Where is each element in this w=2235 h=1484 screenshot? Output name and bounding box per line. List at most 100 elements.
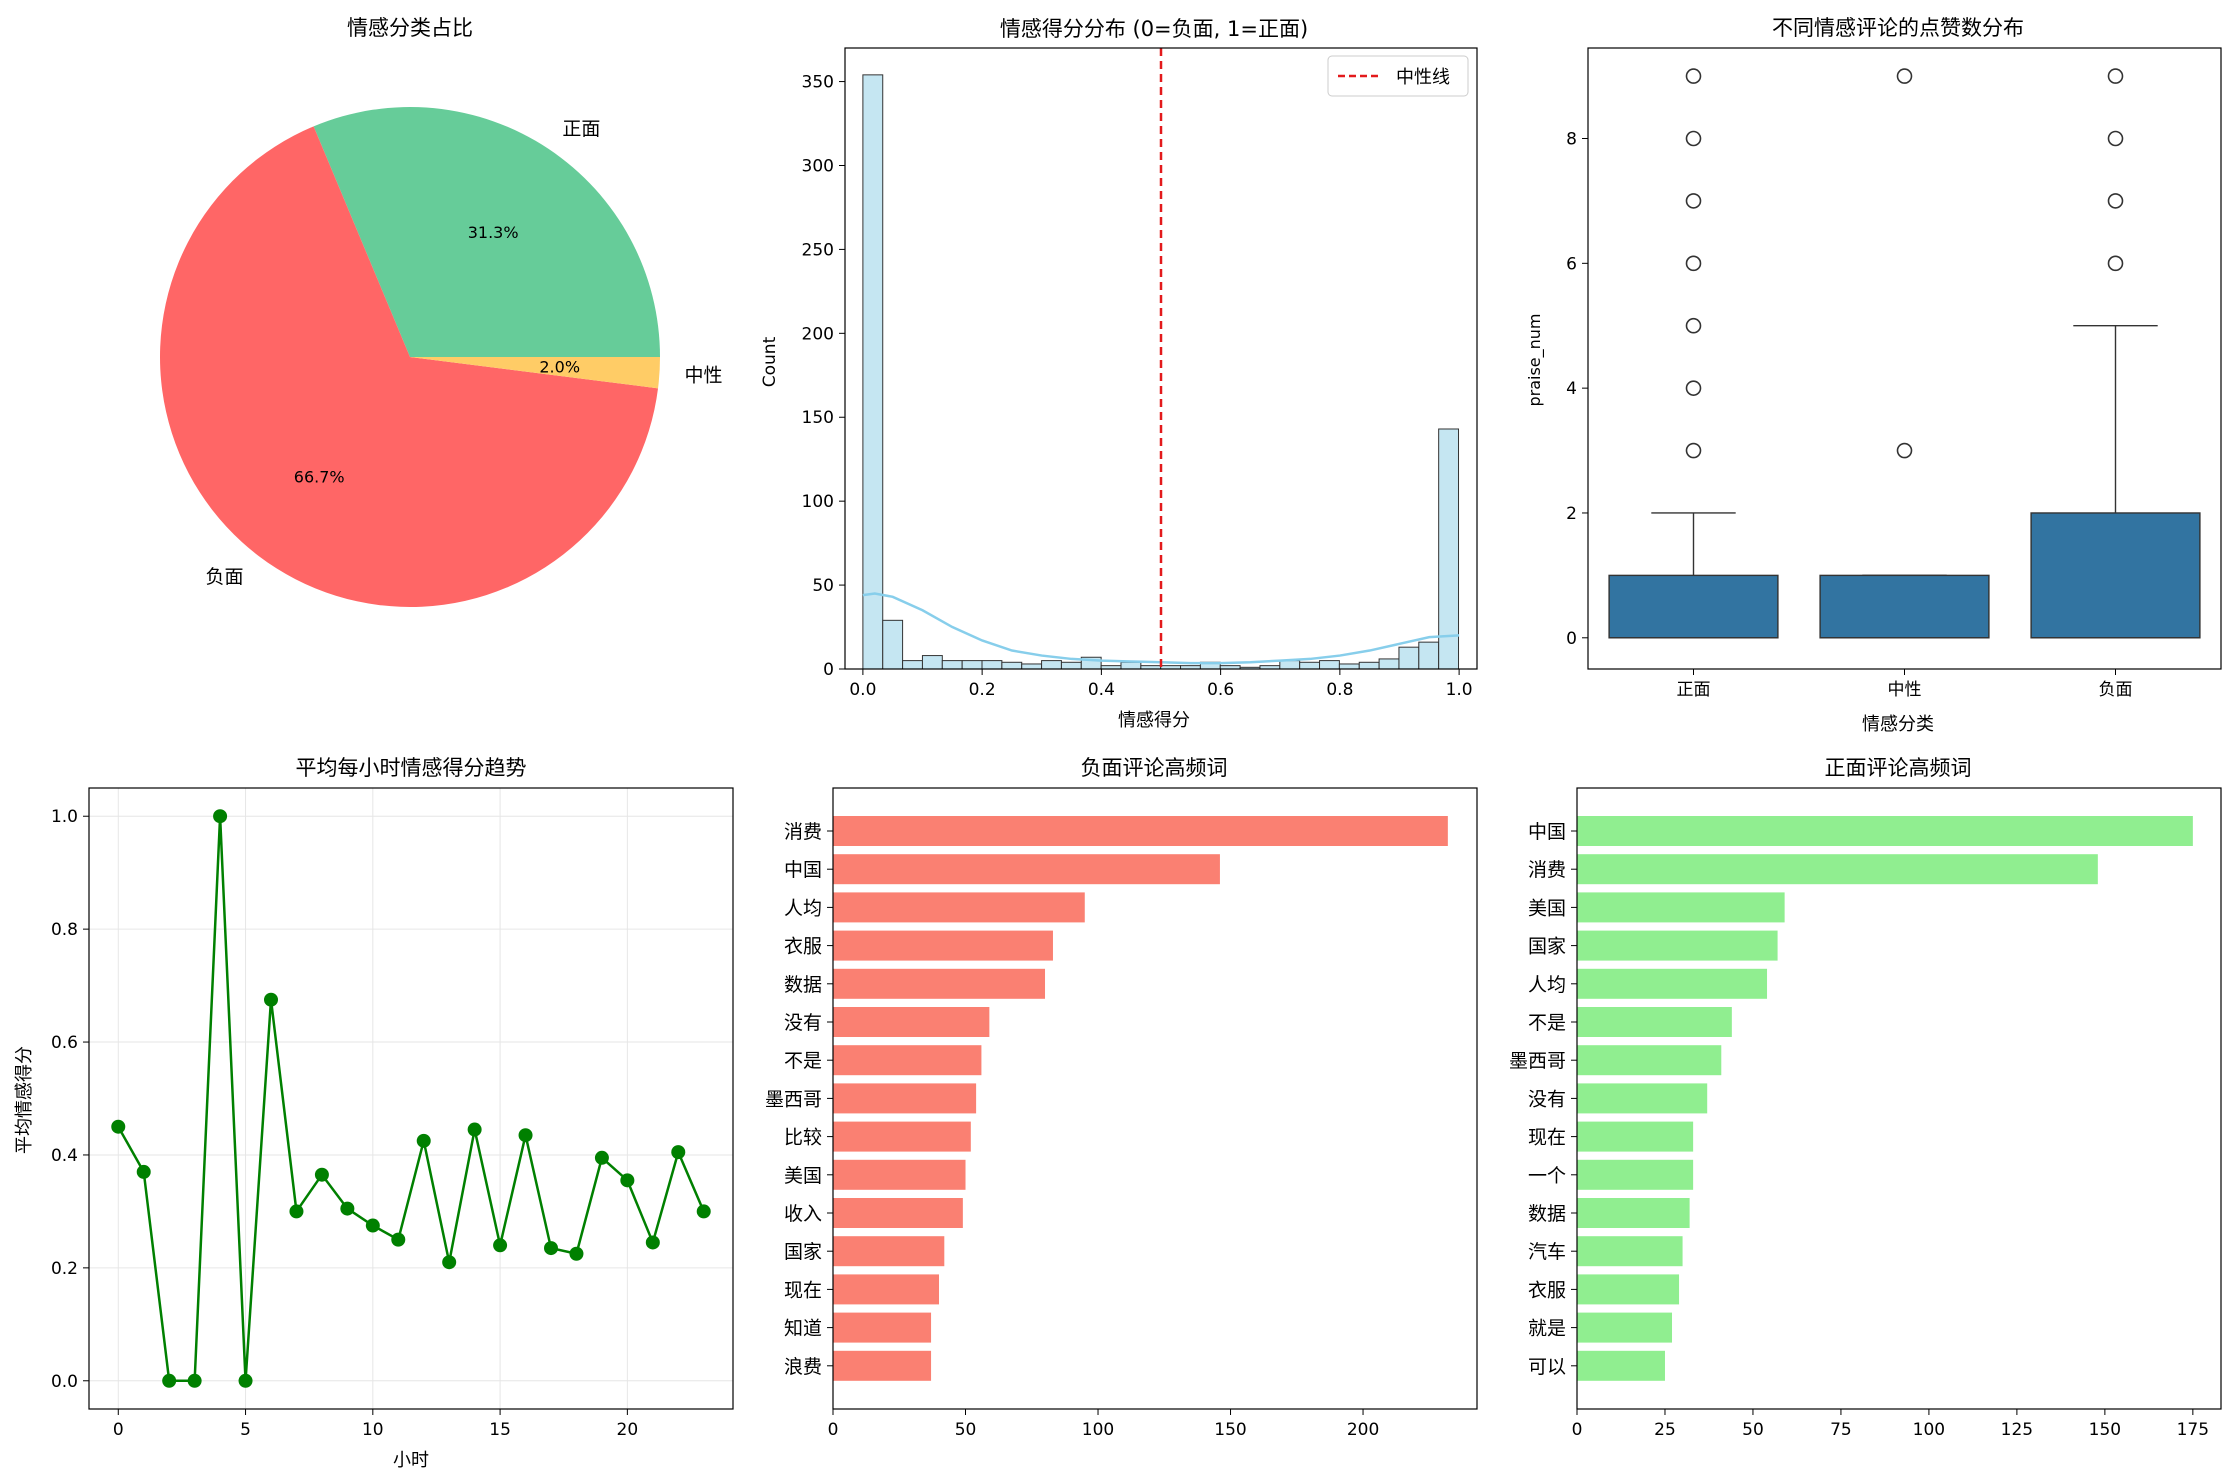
x-tick-label: 中性 — [1888, 680, 1922, 700]
y-tick-label: 0.2 — [51, 1259, 78, 1279]
pie-title: 情感分类占比 — [347, 16, 473, 40]
axes-frame — [832, 787, 1478, 1410]
hist-title: 情感得分分布 (0=负面, 1=正面) — [1000, 17, 1308, 41]
trend-point — [340, 1201, 355, 1216]
x-tick-label: 15 — [489, 1420, 511, 1440]
trend-point — [391, 1232, 406, 1247]
box-body — [1608, 574, 1779, 639]
hist-bar — [1041, 660, 1062, 670]
box-outlier — [2107, 68, 2124, 84]
x-tick-label: 75 — [1830, 1420, 1852, 1440]
trend-point — [671, 1145, 686, 1160]
y-tick-label: 300 — [802, 156, 834, 176]
word-label: 人均 — [1528, 974, 1566, 996]
word-label: 数据 — [784, 974, 822, 996]
hist-xlabel: 情感得分 — [1118, 710, 1190, 731]
y-tick-label: 350 — [802, 73, 834, 93]
box-outlier — [1685, 193, 1702, 209]
word-label: 浪费 — [784, 1356, 822, 1378]
word-label: 汽车 — [1528, 1241, 1566, 1263]
x-tick-label: 100 — [1082, 1420, 1114, 1440]
y-tick-label: 50 — [812, 576, 834, 596]
pie-slice — [313, 107, 660, 357]
x-tick-label: 150 — [1214, 1420, 1246, 1440]
hist-bar — [1021, 663, 1043, 670]
word-bar — [1577, 1007, 1732, 1037]
word-bar — [1577, 1350, 1665, 1381]
line-ylabel: 平均情感得分 — [14, 1046, 35, 1154]
box-outlier — [1685, 442, 1702, 459]
box-body — [1819, 574, 1990, 639]
box-xlabel: 情感分类 — [1862, 714, 1934, 735]
trend-point — [416, 1133, 431, 1148]
box-outlier — [2107, 255, 2124, 272]
word-label: 国家 — [784, 1241, 822, 1263]
x-tick-label: 0 — [828, 1420, 839, 1440]
trend-point — [289, 1204, 304, 1219]
trend-point — [696, 1204, 711, 1219]
box-outlier — [1896, 442, 1913, 459]
word-label: 人均 — [784, 897, 822, 919]
word-label: 一个 — [1528, 1165, 1566, 1187]
x-tick-label: 20 — [617, 1420, 639, 1440]
legend-label: 中性线 — [1396, 67, 1450, 88]
y-tick-label: 4 — [1566, 379, 1577, 399]
x-tick-label: 0.8 — [1326, 680, 1353, 700]
histogram-panel: 情感得分分布 (0=负面, 1=正面) 0.0 0.2 0.4 0.6 0.8 1.0 0 5… — [760, 17, 1478, 731]
trend-point — [238, 1373, 253, 1388]
hist-bar — [1418, 641, 1440, 670]
word-label: 比较 — [784, 1127, 822, 1149]
line-plot: 0 5 10 15 20 0.0 0.2 0.4 0.6 0.8 1.0 — [51, 787, 734, 1440]
word-bar — [1577, 1159, 1694, 1190]
word-label: 中国 — [784, 859, 822, 881]
word-label: 就是 — [1528, 1318, 1566, 1340]
trend-point — [136, 1164, 151, 1179]
word-label: 不是 — [1528, 1012, 1566, 1034]
x-tick-label: 1.0 — [1446, 680, 1473, 700]
boxplot-plot: 正面 中性 负面 0 2 4 6 8 — [1566, 47, 2222, 700]
trend-point — [493, 1238, 508, 1253]
trend-point — [518, 1128, 533, 1143]
box-outlier — [2107, 130, 2124, 147]
box-outlier — [1685, 380, 1702, 396]
word-bar — [833, 1007, 990, 1037]
x-tick-label: 0.4 — [1088, 680, 1115, 700]
word-bar — [833, 1236, 945, 1267]
trend-point — [365, 1218, 380, 1233]
y-tick-label: 200 — [802, 324, 834, 344]
word-label: 国家 — [1528, 936, 1566, 958]
word-label: 现在 — [784, 1279, 822, 1301]
trend-point — [594, 1150, 609, 1165]
word-bar — [1577, 1274, 1680, 1305]
word-bar — [833, 930, 1053, 961]
trend-point — [213, 809, 228, 824]
word-label: 衣服 — [1528, 1279, 1566, 1301]
y-tick-label: 0.6 — [51, 1033, 78, 1053]
y-tick-label: 250 — [802, 240, 834, 260]
hist-bar — [882, 619, 904, 670]
hist-bar — [1001, 661, 1023, 670]
word-label: 没有 — [1528, 1088, 1566, 1110]
hist-bar — [1279, 660, 1301, 670]
box-outlier — [2107, 193, 2124, 209]
hist-bar — [1338, 663, 1360, 670]
axes-frame — [1587, 47, 2222, 670]
y-tick-label: 0.0 — [51, 1372, 78, 1392]
x-tick-label: 175 — [2177, 1420, 2209, 1440]
word-bar — [833, 1083, 977, 1114]
box-outlier — [1896, 68, 1913, 84]
hist-bar — [921, 655, 943, 670]
y-tick-label: 6 — [1566, 254, 1577, 274]
hist-bar — [1120, 661, 1142, 670]
trend-point — [442, 1255, 457, 1270]
y-tick-label: 8 — [1566, 129, 1577, 149]
word-label: 没有 — [784, 1012, 822, 1034]
pie-chart-panel: 情感分类占比 正面 31.3% 负面 66.7% 中性 2.0% — [160, 16, 722, 607]
x-tick-label: 50 — [1742, 1420, 1764, 1440]
word-bar — [1577, 1236, 1683, 1267]
word-label: 可以 — [1528, 1356, 1566, 1378]
pie-slices: 正面 31.3% 负面 66.7% 中性 2.0% — [160, 107, 722, 607]
pie-slice — [160, 126, 659, 607]
